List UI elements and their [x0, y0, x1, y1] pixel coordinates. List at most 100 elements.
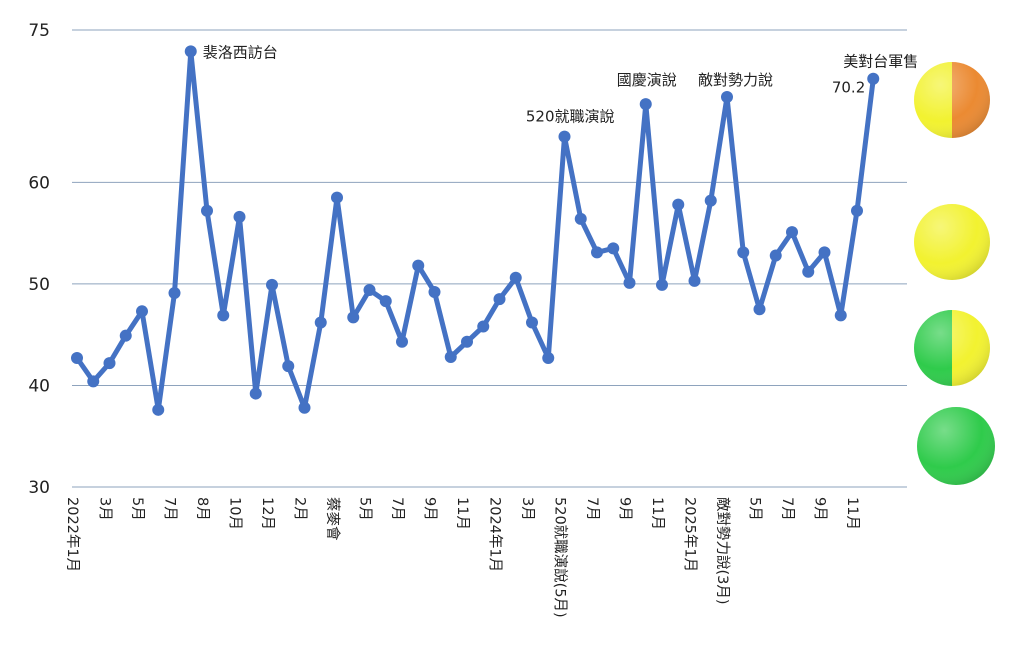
x-tick-label: 敵對勢力說(3月) — [714, 497, 731, 605]
data-point — [704, 194, 717, 207]
x-tick-label: 9月 — [812, 497, 828, 521]
data-point — [526, 316, 538, 329]
data-point — [444, 351, 457, 364]
indicator-shade — [914, 62, 990, 138]
data-point — [753, 303, 766, 316]
data-point — [591, 246, 603, 259]
annotation-label: 520就職演說 — [526, 108, 615, 126]
data-point — [168, 287, 181, 300]
x-tick-label: 11月 — [454, 497, 470, 530]
data-point — [867, 72, 880, 85]
x-tick-label: 9月 — [617, 497, 633, 521]
series — [71, 45, 880, 416]
data-point — [607, 242, 620, 255]
data-point — [412, 259, 425, 272]
data-point — [282, 360, 295, 373]
x-tick-label: 11月 — [844, 497, 860, 530]
y-tick-label: 60 — [28, 173, 50, 193]
data-point — [656, 278, 668, 291]
x-tick-label: 7月 — [779, 497, 795, 521]
indicator-light — [914, 62, 990, 138]
x-tick-label: 520就職演說(5月) — [552, 497, 569, 618]
x-tick-label: 8月 — [194, 497, 210, 521]
data-point — [477, 320, 490, 333]
x-tick-label: 5月 — [357, 497, 373, 521]
x-tick-label: 2024年1月 — [487, 497, 504, 572]
data-point — [71, 352, 83, 365]
data-point — [688, 274, 701, 287]
x-tick-label: 9月 — [422, 497, 438, 521]
data-point — [428, 286, 441, 299]
data-point — [103, 357, 116, 370]
annotations: 裴洛西訪台 520就職演說 國慶演說 敵對勢力說 美對台軍售 70.2 — [203, 43, 919, 125]
data-point — [363, 283, 376, 296]
x-tick-label: 3月 — [519, 497, 535, 521]
y-tick-label: 40 — [28, 376, 50, 396]
x-axis-ticks: 2022年1月 3月 5月 7月 8月 10月 12月 2月 蔡麥會 5月 7月 9月 11月 2024年… — [64, 497, 860, 618]
data-point — [184, 45, 197, 58]
data-point — [737, 246, 750, 259]
annotation-label: 國慶演說 — [617, 71, 677, 89]
data-point — [786, 226, 798, 239]
indicator-shade — [914, 310, 990, 386]
data-point — [509, 271, 522, 284]
annotation-label: 裴洛西訪台 — [203, 43, 278, 61]
data-point — [347, 311, 360, 324]
x-tick-label: 11月 — [649, 497, 665, 530]
y-tick-label: 75 — [28, 21, 50, 41]
x-tick-label: 5月 — [129, 497, 145, 521]
data-point — [87, 375, 100, 388]
data-point — [834, 309, 847, 322]
data-point — [119, 329, 132, 342]
data-point — [298, 401, 311, 414]
data-point — [396, 335, 408, 348]
series-line — [74, 48, 876, 413]
data-point — [769, 249, 782, 262]
data-point — [136, 305, 148, 318]
indicator-shade — [914, 204, 990, 280]
data-point — [558, 130, 571, 143]
data-point — [461, 335, 473, 348]
data-point — [721, 91, 733, 104]
x-tick-label: 蔡麥會 — [324, 497, 341, 541]
data-point — [493, 293, 506, 306]
indicator-shade — [917, 407, 995, 485]
annotation-label: 美對台軍售 — [843, 53, 918, 71]
y-tick-label: 30 — [28, 478, 50, 498]
data-point — [152, 403, 165, 416]
data-point — [672, 198, 685, 211]
data-point — [201, 204, 213, 217]
x-tick-label: 2025年1月 — [682, 497, 699, 572]
annotation-label: 70.2 — [832, 79, 865, 97]
data-point — [542, 352, 555, 365]
indicator-light — [914, 310, 990, 386]
x-tick-label: 10月 — [227, 497, 243, 530]
x-tick-label: 7月 — [162, 497, 178, 521]
x-tick-label: 2022年1月 — [64, 497, 81, 572]
annotation-label: 敵對勢力說 — [698, 71, 773, 89]
grid-lines — [72, 29, 907, 488]
indicator-light — [917, 407, 995, 485]
data-point — [802, 265, 815, 278]
indicator-light — [914, 204, 990, 280]
x-tick-label: 2月 — [292, 497, 308, 521]
data-point — [217, 309, 230, 322]
data-point — [379, 295, 392, 308]
indicator-lights — [914, 62, 995, 485]
data-point — [249, 387, 262, 400]
data-point — [266, 278, 278, 291]
y-axis-ticks: 30 40 50 60 75 — [28, 21, 50, 498]
data-point — [331, 191, 343, 204]
x-tick-label: 7月 — [584, 497, 600, 521]
y-tick-label: 50 — [28, 275, 50, 295]
data-point — [818, 246, 831, 259]
x-tick-label: 5月 — [747, 497, 763, 521]
x-tick-label: 12月 — [259, 497, 275, 530]
data-point — [314, 316, 327, 329]
data-point — [623, 276, 636, 289]
data-point — [574, 212, 587, 225]
x-tick-label: 7月 — [389, 497, 405, 521]
x-tick-label: 3月 — [97, 497, 113, 521]
data-point — [233, 210, 246, 223]
